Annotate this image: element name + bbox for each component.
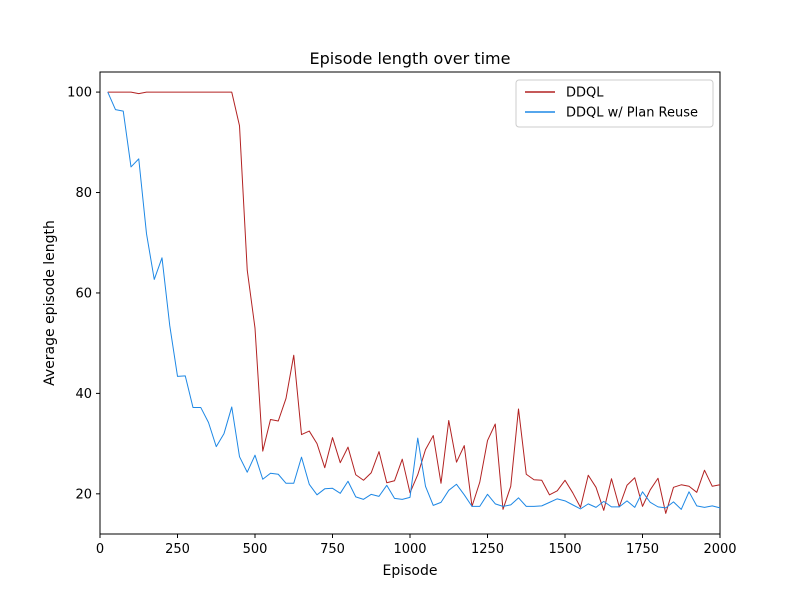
legend-label-plan-reuse: DDQL w/ Plan Reuse xyxy=(566,106,698,121)
x-tick-label: 750 xyxy=(320,542,345,557)
y-tick-label: 40 xyxy=(75,387,92,402)
series-line-ddql xyxy=(107,91,721,514)
y-tick-label: 20 xyxy=(75,487,92,502)
y-tick-label: 100 xyxy=(67,86,92,101)
x-tick-label: 500 xyxy=(243,542,268,557)
x-axis-label: Episode xyxy=(383,563,438,579)
x-tick-label: 2000 xyxy=(703,542,736,557)
legend: DDQL DDQL w/ Plan Reuse xyxy=(515,79,714,128)
x-tick-label: 1750 xyxy=(626,542,659,557)
y-tick-label: 60 xyxy=(75,286,92,301)
legend-box xyxy=(515,79,714,128)
chart-title: Episode length over time xyxy=(310,49,511,68)
y-axis-label: Average episode length xyxy=(42,220,58,386)
x-tick-label: 0 xyxy=(96,542,104,557)
series-line-plan-reuse xyxy=(107,91,721,510)
series-lines xyxy=(107,91,721,514)
legend-label-ddql: DDQL xyxy=(566,86,604,101)
x-tick-label: 1250 xyxy=(471,542,504,557)
x-tick-label: 1500 xyxy=(548,542,581,557)
y-tick-label: 80 xyxy=(75,186,92,201)
y-axis-ticks: 20 40 60 80 100 xyxy=(67,86,100,502)
x-axis-ticks: 0 250 500 750 1000 1250 1500 1750 2000 xyxy=(96,534,737,557)
x-tick-label: 1000 xyxy=(393,542,426,557)
x-tick-label: 250 xyxy=(165,542,190,557)
